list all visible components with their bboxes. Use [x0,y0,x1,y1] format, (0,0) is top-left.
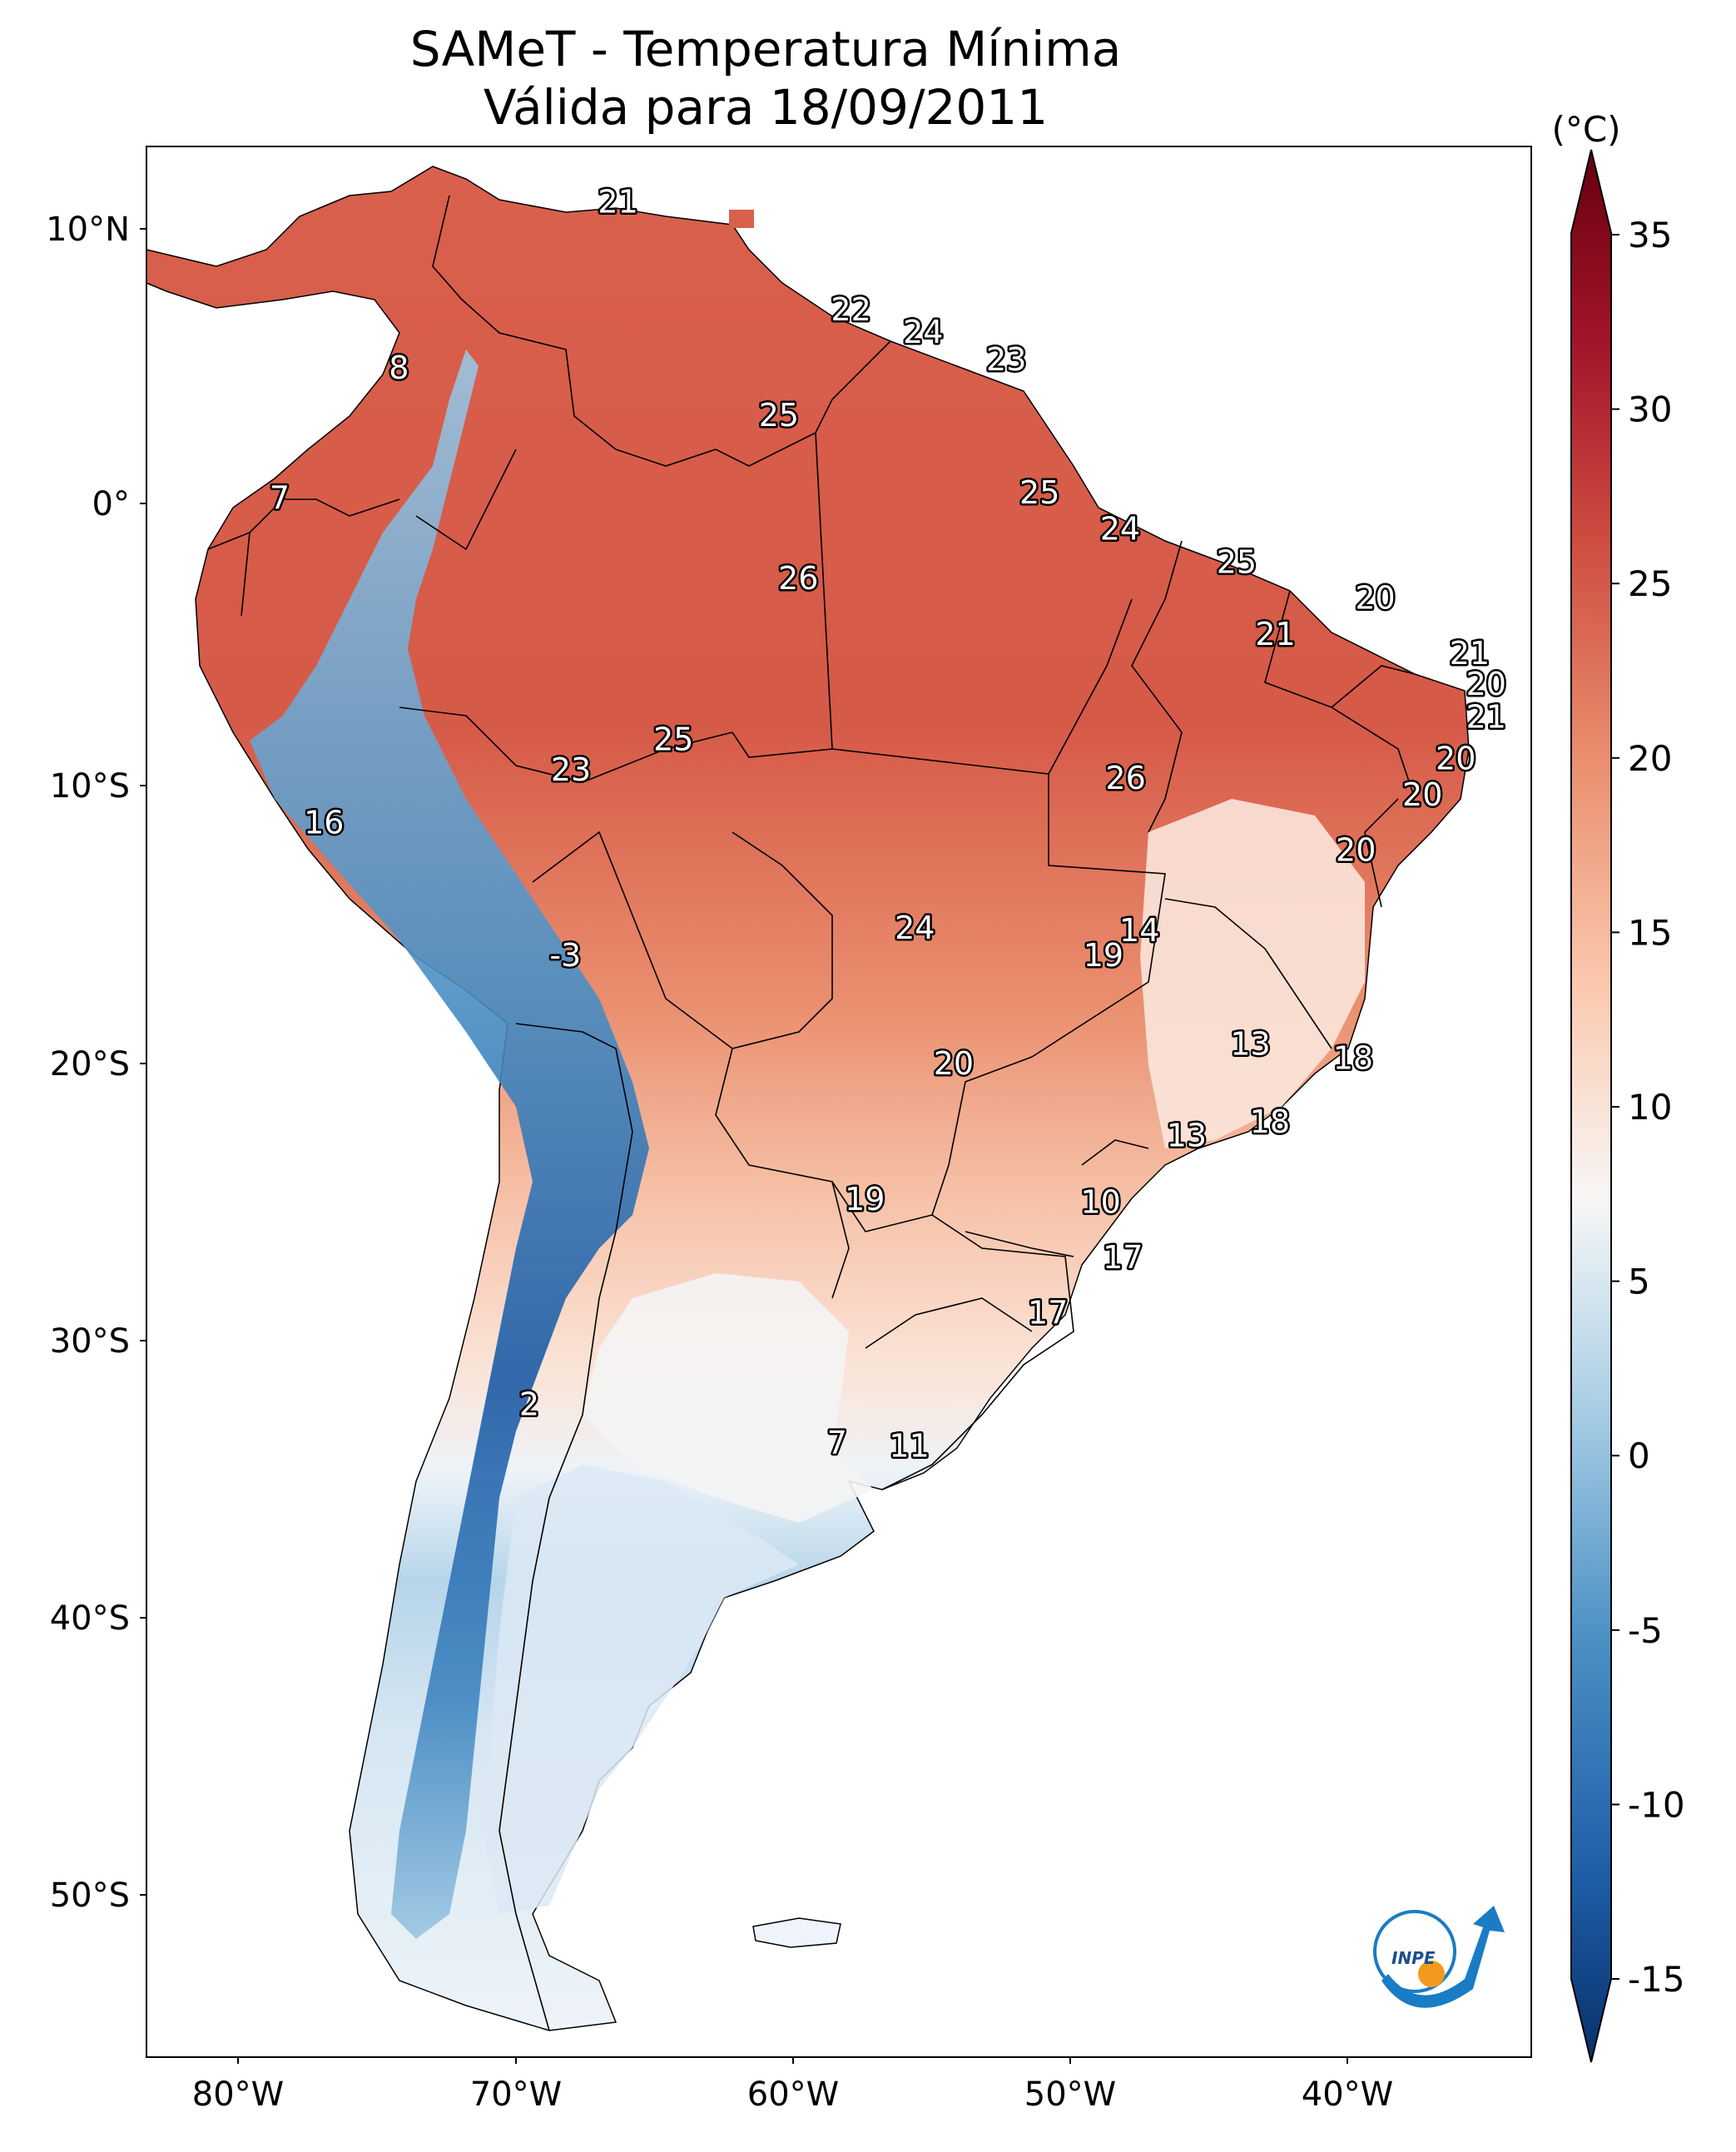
temperature-label: 20 [1355,580,1395,617]
temperature-label: 13 [1167,1118,1207,1154]
colorbar-tick-label: -15 [1628,1959,1685,2000]
temperature-label: 7 [270,480,290,517]
temperature-label: 21 [1450,635,1490,672]
temperature-label: 26 [1105,760,1145,796]
colorbar-tick-label: 10 [1628,1087,1672,1128]
temperature-label: 21 [598,183,637,220]
inpe-logo: INPE [1373,1906,1505,2008]
temperature-label: 23 [986,341,1026,378]
temperature-label: 18 [1250,1103,1290,1140]
logo-text: INPE [1391,1948,1436,1968]
temperature-label: 25 [653,721,693,757]
temperature-label: 18 [1333,1039,1373,1076]
colorbar-tick-label: 15 [1628,912,1672,953]
temperature-label: 21 [1466,699,1506,736]
temperature-label: 10 [1080,1184,1120,1221]
colorbar-tick-label: 20 [1628,738,1672,779]
colorbar-tick-label: 35 [1628,215,1672,255]
lon-tick-label: 60°W [747,2075,839,2114]
temperature-label: 8 [389,350,409,386]
lat-tick-label: 10°N [46,211,130,249]
temperature-label: 21 [1255,616,1295,652]
colorbar-tick-label: 0 [1628,1435,1650,1476]
colorbar: (°C) 35 30 25 20 15 10 5 0 -5 -10 -15 [1551,109,1685,2063]
temperature-label: 20 [1402,776,1442,813]
colorbar-unit: (°C) [1551,109,1620,150]
andes-cold-region [250,350,649,1939]
latitude-axis: 10°N 0° 10°S 20°S 30°S 40°S 50°S [46,211,146,1915]
temperature-label: 20 [934,1045,974,1082]
colorbar-tick-label: 30 [1628,389,1672,430]
colorbar-tick-label: 25 [1628,563,1672,604]
temperature-label: -3 [549,937,581,974]
temperature-label: 26 [778,560,818,597]
lat-tick-label: 40°S [50,1599,130,1638]
temperature-label: 23 [551,751,591,788]
southeast-brazil-region [1140,799,1365,1148]
temperature-label: 2 [519,1386,539,1423]
temperature-label: 7 [827,1425,847,1461]
temperature-label: 22 [831,291,870,328]
temperature-label: 25 [759,397,799,434]
island-shape [729,210,754,228]
temperature-label: 20 [1466,666,1506,702]
colorbar-tick-label: -10 [1628,1784,1685,1825]
lon-tick-label: 80°W [192,2075,284,2114]
country-borders [207,195,1416,2031]
lon-tick-label: 40°W [1302,2075,1393,2114]
temperature-label: 25 [1019,474,1059,511]
lat-tick-label: 10°S [50,767,130,806]
colorbar-bar [1570,149,1612,2063]
temperature-label: 20 [1336,832,1376,869]
temperature-label: 19 [845,1181,885,1217]
map-title: SAMeT - Temperatura Mínima [409,21,1122,77]
lat-tick-label: 0° [92,485,130,523]
temperature-label: 20 [1436,741,1476,777]
temperature-label: 11 [889,1428,929,1465]
temperature-label: 17 [1103,1239,1143,1276]
pampas-region [583,1273,874,1523]
lon-tick-label: 70°W [470,2075,562,2114]
lat-tick-label: 30°S [50,1322,130,1361]
patagonia-region [483,1465,799,1914]
temperature-label: 24 [895,910,935,946]
temperature-label: 24 [1100,510,1140,547]
map-subtitle: Válida para 18/09/2011 [483,79,1049,136]
lat-tick-label: 50°S [50,1877,130,1915]
colorbar-tick-label: -5 [1628,1610,1663,1651]
temperature-label: 17 [1028,1295,1068,1331]
temperature-label: 24 [903,314,943,350]
temperature-label: 25 [1217,543,1257,580]
map-panel [146,146,1531,2057]
temperature-label: 19 [1084,937,1123,974]
lon-tick-label: 50°W [1024,2075,1116,2114]
lat-tick-label: 20°S [50,1045,130,1083]
temperature-label: 13 [1230,1026,1270,1063]
temperature-label: 16 [304,804,344,840]
colorbar-tick-label: 5 [1628,1262,1650,1302]
falklands-shape [752,1917,841,1948]
temperature-label: 14 [1119,912,1159,949]
longitude-axis: 80°W 70°W 60°W 50°W 40°W [192,2057,1393,2114]
